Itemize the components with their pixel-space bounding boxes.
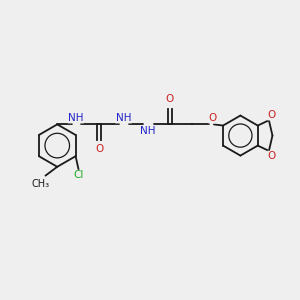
Text: CH₃: CH₃ bbox=[32, 178, 50, 189]
Text: O: O bbox=[166, 94, 174, 104]
Text: NH: NH bbox=[140, 126, 155, 136]
Text: O: O bbox=[268, 110, 276, 120]
Text: NH: NH bbox=[68, 113, 84, 123]
Text: O: O bbox=[208, 113, 217, 123]
Text: O: O bbox=[95, 144, 103, 154]
Text: NH: NH bbox=[116, 113, 131, 123]
Text: O: O bbox=[268, 151, 276, 161]
Text: Cl: Cl bbox=[74, 170, 84, 180]
